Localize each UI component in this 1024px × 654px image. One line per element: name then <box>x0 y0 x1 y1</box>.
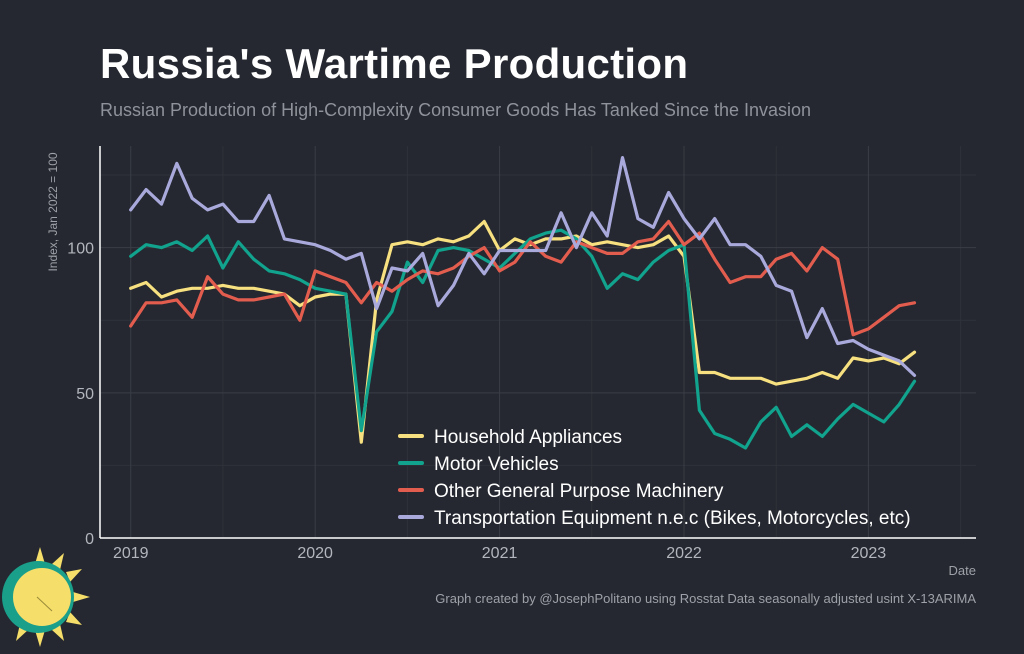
x-tick-label: 2021 <box>482 545 518 562</box>
x-tick-label: 2023 <box>851 545 887 562</box>
x-axis-title: Date <box>949 563 976 578</box>
y-tick-label: 0 <box>85 531 94 548</box>
series-line-2 <box>129 228 917 450</box>
x-tick-label: 2020 <box>297 545 333 562</box>
legend-label-2: Motor Vehicles <box>434 454 559 475</box>
x-tick-label: 2019 <box>113 545 149 562</box>
series-line-3 <box>129 219 917 337</box>
legend-label-3: Other General Purpose Machinery <box>434 481 724 502</box>
series-line-4 <box>129 156 917 377</box>
chart-subtitle: Russian Production of High-Complexity Co… <box>100 100 812 120</box>
chart-title: Russia's Wartime Production <box>100 40 689 87</box>
y-tick-label: 50 <box>76 386 94 403</box>
x-tick-label: 2022 <box>666 545 702 562</box>
sun-icon <box>2 547 90 647</box>
series-line-1 <box>129 219 917 444</box>
chart-caption: Graph created by @JosephPolitano using R… <box>435 591 976 606</box>
y-axis-title: Index, Jan 2022 = 100 <box>46 152 60 271</box>
y-tick-label: 100 <box>67 241 94 258</box>
legend-label-1: Household Appliances <box>434 427 622 448</box>
legend-label-4: Transportation Equipment n.e.c (Bikes, M… <box>434 508 911 529</box>
